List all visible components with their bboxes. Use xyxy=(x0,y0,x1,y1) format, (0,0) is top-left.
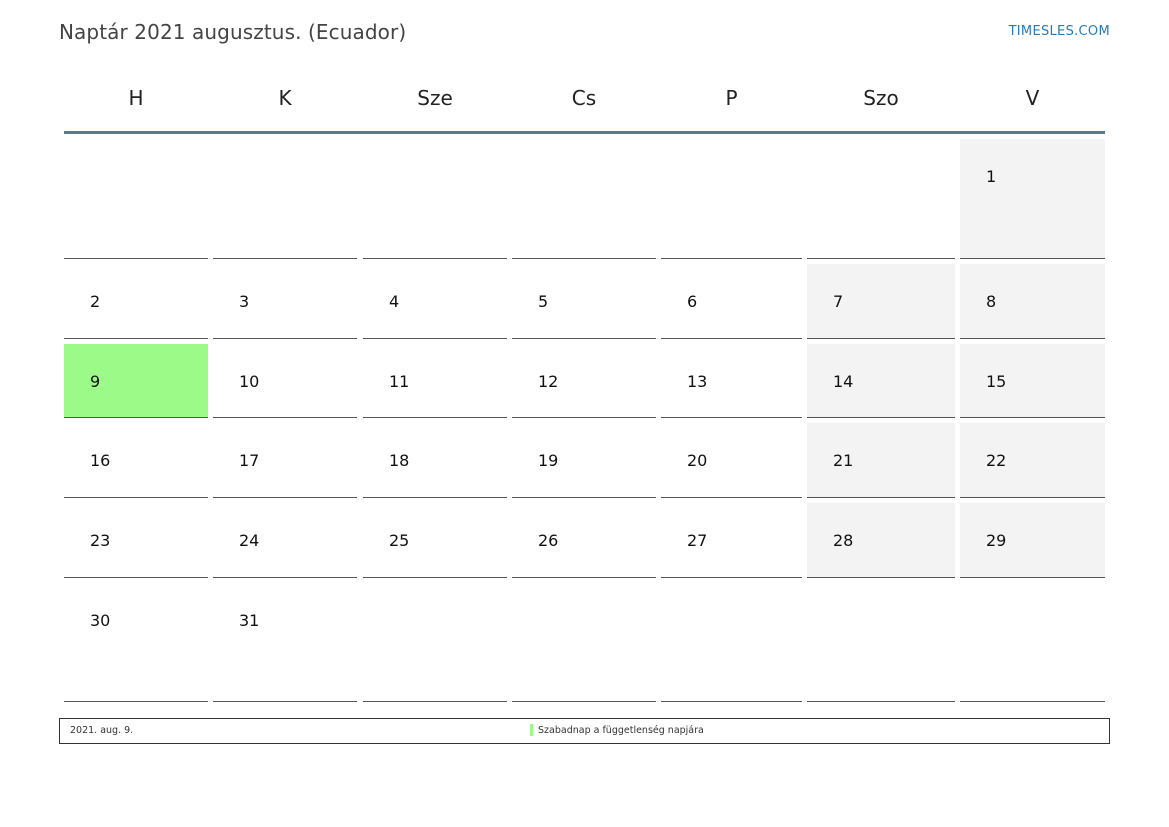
header-divider xyxy=(64,131,1105,134)
day-cell[interactable]: 24 xyxy=(213,503,357,578)
day-cell[interactable]: 3 xyxy=(213,264,357,339)
empty-day-cell xyxy=(512,139,656,259)
day-cell[interactable]: 10 xyxy=(213,344,357,418)
holiday-legend: 2021. aug. 9. Szabadnap a függetlenség n… xyxy=(59,718,1110,744)
day-number: 19 xyxy=(538,451,559,470)
day-number: 30 xyxy=(90,611,111,630)
brand-link[interactable]: TIMESLES.COM xyxy=(1008,24,1110,39)
day-number: 12 xyxy=(538,372,559,391)
day-cell[interactable]: 28 xyxy=(807,503,955,578)
day-number: 6 xyxy=(687,292,698,311)
day-number: 23 xyxy=(90,531,111,550)
weekday-3: Sze xyxy=(417,86,453,110)
legend-description: Szabadnap a függetlenség napjára xyxy=(538,725,704,736)
day-cell-holiday[interactable]: 9 xyxy=(64,344,208,418)
day-cell[interactable]: 14 xyxy=(807,344,955,418)
day-cell[interactable]: 6 xyxy=(661,264,802,339)
legend-color-swatch xyxy=(530,724,533,736)
weekday-header: H K Sze Cs P Szo V xyxy=(64,80,1105,120)
day-number: 14 xyxy=(833,372,854,391)
day-number: 20 xyxy=(687,451,708,470)
day-number: 26 xyxy=(538,531,559,550)
day-number: 27 xyxy=(687,531,708,550)
day-cell[interactable]: 27 xyxy=(661,503,802,578)
weekday-4: Cs xyxy=(571,86,597,110)
weekday-2: K xyxy=(278,86,292,110)
day-number: 10 xyxy=(239,372,260,391)
day-cell[interactable]: 16 xyxy=(64,423,208,498)
day-number: 15 xyxy=(986,372,1007,391)
day-cell[interactable]: 23 xyxy=(64,503,208,578)
day-number: 7 xyxy=(833,292,844,311)
day-number: 16 xyxy=(90,451,111,470)
day-number: 24 xyxy=(239,531,260,550)
empty-day-cell xyxy=(960,583,1105,702)
empty-day-cell xyxy=(363,583,507,702)
day-cell[interactable]: 18 xyxy=(363,423,507,498)
day-cell[interactable]: 13 xyxy=(661,344,802,418)
weekday-5: P xyxy=(725,86,738,110)
weekday-1: H xyxy=(128,86,144,110)
empty-day-cell xyxy=(512,583,656,702)
day-cell[interactable]: 22 xyxy=(960,423,1105,498)
day-cell[interactable]: 25 xyxy=(363,503,507,578)
day-number: 11 xyxy=(389,372,410,391)
day-number: 2 xyxy=(90,292,101,311)
page-title: Naptár 2021 augusztus. (Ecuador) xyxy=(59,20,407,44)
day-cell[interactable]: 31 xyxy=(213,583,357,702)
empty-day-cell xyxy=(807,583,955,702)
day-number: 21 xyxy=(833,451,854,470)
day-cell[interactable]: 26 xyxy=(512,503,656,578)
legend-date: 2021. aug. 9. xyxy=(70,725,134,736)
weekday-7: V xyxy=(1025,86,1040,110)
day-cell[interactable]: 29 xyxy=(960,503,1105,578)
day-number: 1 xyxy=(986,167,997,186)
day-cell[interactable]: 30 xyxy=(64,583,208,702)
day-cell[interactable]: 5 xyxy=(512,264,656,339)
day-number: 5 xyxy=(538,292,549,311)
day-cell[interactable]: 11 xyxy=(363,344,507,418)
day-number: 22 xyxy=(986,451,1007,470)
day-cell[interactable]: 15 xyxy=(960,344,1105,418)
day-number: 3 xyxy=(239,292,250,311)
day-number: 9 xyxy=(90,372,101,391)
empty-day-cell xyxy=(363,139,507,259)
day-cell[interactable]: 7 xyxy=(807,264,955,339)
empty-day-cell xyxy=(661,139,802,259)
day-number: 25 xyxy=(389,531,410,550)
day-number: 13 xyxy=(687,372,708,391)
day-cell[interactable]: 2 xyxy=(64,264,208,339)
empty-day-cell xyxy=(64,139,208,259)
day-cell[interactable]: 21 xyxy=(807,423,955,498)
day-cell[interactable]: 12 xyxy=(512,344,656,418)
empty-day-cell xyxy=(661,583,802,702)
day-number: 28 xyxy=(833,531,854,550)
day-cell[interactable]: 8 xyxy=(960,264,1105,339)
empty-day-cell xyxy=(213,139,357,259)
day-number: 18 xyxy=(389,451,410,470)
day-number: 4 xyxy=(389,292,400,311)
day-number: 17 xyxy=(239,451,260,470)
day-number: 8 xyxy=(986,292,997,311)
day-number: 31 xyxy=(239,611,260,630)
day-number: 29 xyxy=(986,531,1007,550)
empty-day-cell xyxy=(807,139,955,259)
day-cell[interactable]: 4 xyxy=(363,264,507,339)
day-cell[interactable]: 1 xyxy=(960,139,1105,259)
weekday-6: Szo xyxy=(863,86,899,110)
day-cell[interactable]: 19 xyxy=(512,423,656,498)
day-cell[interactable]: 20 xyxy=(661,423,802,498)
day-cell[interactable]: 17 xyxy=(213,423,357,498)
